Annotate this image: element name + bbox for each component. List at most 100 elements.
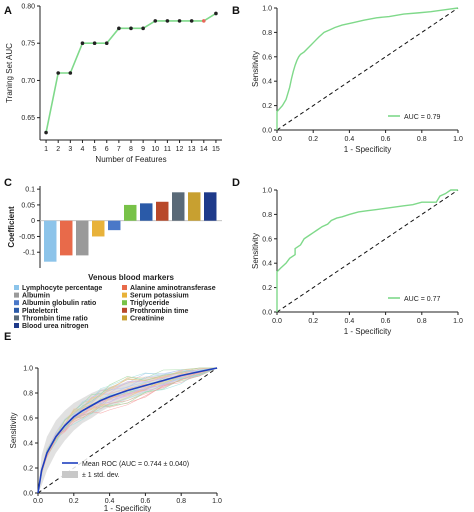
a-x-tick-label: 14: [200, 146, 208, 153]
e-y-axis-label: Sensitivity: [9, 412, 18, 448]
a-y-tick-label: 0.80: [21, 4, 35, 11]
panelD-y-axis-label: Sensitivity: [251, 233, 260, 269]
c-y-tick-label: -0.1: [23, 250, 35, 257]
panel-a-letter: A: [4, 5, 12, 17]
a-x-axis-label: Number of Features: [95, 155, 166, 164]
panel-d-chart: 0.0 0.2 0.4 0.6 0.8 1.0 0.0 0.2 0.4 0.6 0.8 1.0 AUC …: [251, 188, 463, 337]
c-legend-swatch: [14, 292, 19, 298]
panelD-chance-diagonal: [276, 189, 459, 313]
panelD-legend-label: AUC = 0.77: [404, 296, 440, 303]
e-x-tick-label: 0.2: [69, 498, 79, 505]
c-legend-swatch: [122, 307, 127, 313]
e-x-tick-label: 1.0: [212, 498, 222, 505]
e-x-tick-label: 0.6: [141, 498, 151, 505]
c-x-axis-label: Venous blood markers: [88, 273, 174, 282]
c-legend-label: Albumin globulin ratio: [22, 300, 96, 307]
e-x-tick-label: 0.0: [33, 498, 43, 505]
e-y-tick-label: 1.0: [23, 366, 33, 373]
c-legend-swatch: [14, 300, 19, 306]
c-legend-label: Thrombin time ratio: [22, 315, 88, 322]
panelD-y-tick-label: 0.2: [262, 285, 272, 292]
panel-c-chart: -0.1 -0.05 0 0.05 0.1 Venous blood markers Coe…: [7, 186, 222, 330]
panelB-x-tick-label: 0.2: [308, 136, 318, 143]
c-legend-label: Alanine aminotransferase: [130, 285, 216, 292]
c-legend-swatch: [14, 323, 19, 328]
panelB-chance-diagonal: [276, 7, 459, 131]
a-data-point: [153, 19, 158, 23]
a-data-point: [104, 41, 109, 46]
a-data-point: [44, 130, 48, 135]
panelD-y-tick-label: 0.0: [262, 310, 272, 317]
panelB-x-tick-label: 0.0: [272, 136, 282, 143]
a-x-tick-label: 3: [68, 146, 72, 153]
a-data-point: [189, 19, 194, 23]
panelD-x-tick-label: 0.6: [381, 318, 391, 325]
panelB-x-tick-label: 0.8: [417, 136, 427, 143]
panelB-x-tick-label: 1.0: [453, 136, 463, 143]
a-x-tick-label: 8: [129, 146, 133, 153]
panelB-y-tick-label: 0.2: [262, 103, 272, 110]
panel-c-letter: C: [4, 177, 12, 189]
c-bar: [188, 192, 201, 221]
c-legend-swatch: [14, 307, 19, 313]
c-legend-swatch: [122, 300, 127, 306]
c-y-tick-label: 0.05: [21, 202, 35, 209]
a-data-point: [129, 26, 133, 31]
a-data-point: [141, 26, 145, 31]
c-legend-label: Blood urea nitrogen: [22, 323, 89, 330]
panelD-roc-curve: [276, 189, 458, 312]
c-bar: [156, 201, 169, 221]
a-x-tick-label: 4: [81, 146, 85, 153]
panel-d-letter: D: [232, 177, 240, 189]
c-bar: [92, 220, 105, 237]
e-legend-band-swatch: [62, 471, 78, 478]
panelD-x-axis-label: 1 - Specificity: [344, 327, 392, 336]
c-legend-swatch: [122, 292, 127, 298]
panelD-x-tick-label: 0.8: [417, 318, 427, 325]
a-data-point: [92, 41, 97, 46]
panelD-x-tick-label: 0.4: [345, 318, 355, 325]
a-data-point: [68, 71, 73, 75]
c-y-tick-label: 0.1: [25, 187, 35, 194]
a-x-tick-label: 11: [164, 146, 171, 153]
a-x-tick-label: 10: [151, 146, 159, 153]
panel-e-chart: 0.0 0.2 0.4 0.6 0.8 1.0 0.0 0.2 0.4 0.6 0.8 1.0 Mean…: [9, 366, 222, 512]
panelB-y-axis-label: Sensitivity: [251, 51, 260, 87]
panel-b-chart: 0.0 0.2 0.4 0.6 0.8 1.0 0.0 0.2 0.4 0.6 0.8 1.0 AUC …: [251, 6, 463, 155]
e-y-tick-label: 0.0: [23, 491, 33, 498]
panelB-roc-curve: [276, 7, 459, 130]
c-legend-swatch: [122, 285, 127, 290]
a-data-point: [214, 11, 218, 16]
c-legend-label: Creatinine: [130, 315, 164, 322]
a-data-point: [80, 41, 85, 46]
panelB-y-tick-label: 1.0: [262, 6, 272, 13]
a-y-tick-label: 0.70: [21, 78, 35, 85]
c-bar: [76, 220, 89, 256]
a-data-point: [177, 19, 182, 23]
panelB-x-tick-label: 0.4: [345, 136, 355, 143]
c-bar: [204, 192, 217, 221]
c-bar: [44, 220, 57, 262]
c-y-tick-label: 0: [31, 218, 35, 225]
panelD-x-tick-label: 1.0: [453, 318, 463, 325]
a-x-tick-label: 5: [93, 146, 97, 153]
panelB-y-tick-label: 0.0: [262, 128, 272, 135]
e-std-band: [38, 368, 217, 493]
e-legend-band-label: ± 1 std. dev.: [82, 472, 120, 479]
c-legend-label: Triglyceride: [130, 300, 169, 307]
c-bar: [124, 204, 137, 221]
panel-a-chart: 0.650.700.750.801 2 3 4 5 6 7 8 9 10 11 12 13 14 15Num…: [5, 4, 222, 164]
c-bar: [60, 220, 73, 256]
a-x-tick-label: 13: [188, 146, 196, 153]
a-data-point: [117, 26, 121, 31]
panelD-y-tick-label: 0.6: [262, 236, 272, 243]
a-x-tick-label: 7: [117, 146, 121, 153]
a-y-tick-label: 0.65: [21, 115, 35, 122]
e-x-tick-label: 0.8: [176, 498, 186, 505]
panelD-y-tick-label: 0.4: [262, 261, 272, 268]
panelB-y-tick-label: 0.8: [262, 30, 272, 37]
c-legend-label: Prothrombin time: [130, 308, 188, 315]
e-y-tick-label: 0.2: [23, 466, 33, 473]
c-legend-label: Serum potassium: [130, 293, 189, 300]
